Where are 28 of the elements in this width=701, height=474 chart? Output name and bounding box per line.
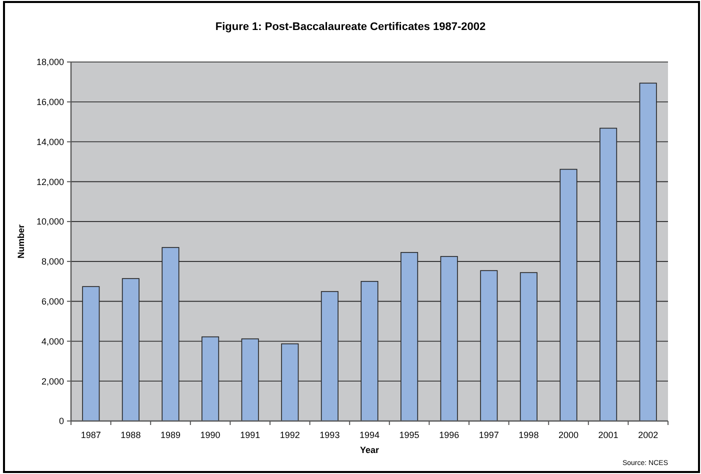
- x-tick-label: 1993: [320, 430, 340, 440]
- y-tick-label: 4,000: [41, 336, 64, 346]
- y-tick-label: 14,000: [36, 136, 64, 147]
- y-tick-label: 18,000: [36, 57, 64, 68]
- x-tick-label: 2001: [598, 430, 618, 440]
- x-tick-label: 1990: [200, 430, 220, 440]
- y-axis-title: Number: [16, 224, 26, 259]
- y-tick-label: 8,000: [41, 256, 64, 267]
- x-tick-label: 1995: [399, 430, 420, 440]
- x-tick-label: 2000: [558, 430, 579, 440]
- x-tick-label: 1998: [518, 430, 539, 440]
- x-tick-label: 1997: [478, 430, 499, 440]
- x-tick-label: 1992: [280, 430, 300, 440]
- x-tick-label: 1996: [439, 430, 460, 440]
- x-tick-label: 1991: [240, 430, 260, 440]
- x-tick-label: 2002: [638, 430, 658, 440]
- y-tick-label: 6,000: [41, 296, 64, 306]
- y-tick-label: 10,000: [36, 216, 64, 227]
- y-tick-label: 12,000: [36, 176, 64, 187]
- x-tick-label: 1987: [80, 430, 101, 440]
- y-tick-label: 2,000: [41, 376, 64, 386]
- y-tick-label: 0: [58, 416, 64, 426]
- chart-title: Figure 1: Post-Baccalaureate Certificates 1987-2002: [215, 21, 486, 33]
- x-tick-label: 1989: [160, 430, 181, 440]
- x-tick-label: 1994: [359, 430, 380, 440]
- y-tick-label: 16,000: [36, 97, 64, 108]
- x-tick-label: 1988: [120, 430, 141, 440]
- x-axis-title: Year: [360, 445, 380, 455]
